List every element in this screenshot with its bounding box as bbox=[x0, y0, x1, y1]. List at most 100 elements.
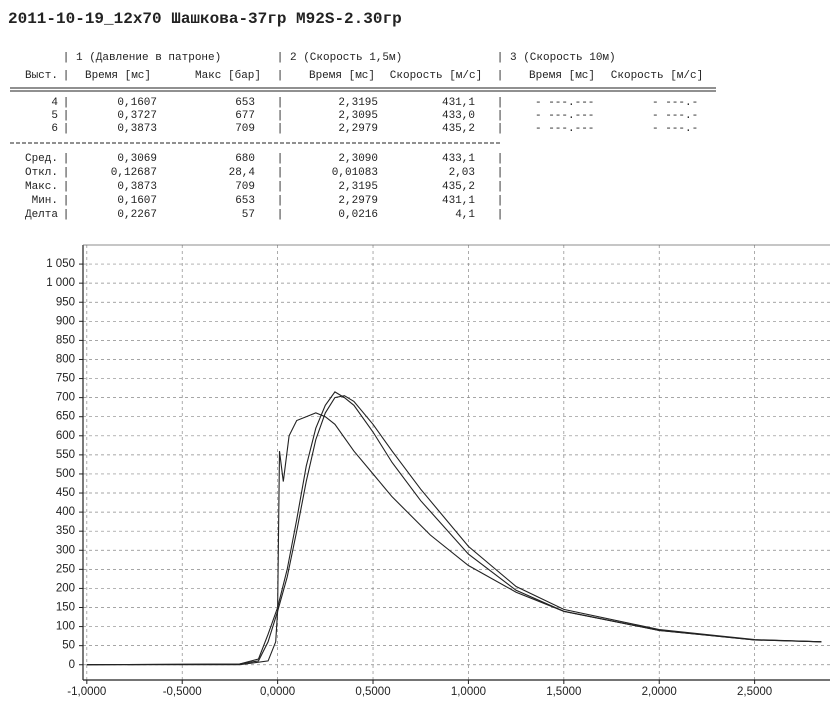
cell: 431,1 bbox=[442, 195, 475, 207]
curve bbox=[86, 391, 822, 666]
y-tick-label: 300 bbox=[56, 544, 75, 556]
cell: - ---.- bbox=[652, 110, 698, 122]
cell: 0,3873 bbox=[117, 123, 157, 135]
cell: 2,3195 bbox=[338, 97, 378, 109]
group-header: 2 (Скорость 1,5м) bbox=[290, 52, 402, 64]
cell: - ---.- bbox=[652, 97, 698, 109]
cell: 2,2979 bbox=[338, 195, 378, 207]
separator: | bbox=[277, 153, 284, 165]
separator: | bbox=[497, 181, 504, 193]
cell: 435,2 bbox=[442, 123, 475, 135]
separator: | bbox=[277, 209, 284, 221]
separator: | bbox=[277, 52, 284, 64]
cell: 0,3069 bbox=[117, 153, 157, 165]
separator: | bbox=[63, 123, 70, 135]
separator: | bbox=[497, 209, 504, 221]
separator: | bbox=[63, 52, 70, 64]
cell: - ---.- bbox=[652, 123, 698, 135]
cell: - ---.--- bbox=[535, 110, 594, 122]
cell: - ---.--- bbox=[535, 97, 594, 109]
column-header: Время [мс] bbox=[529, 70, 595, 82]
separator: | bbox=[277, 167, 284, 179]
cell: 0,0216 bbox=[338, 209, 378, 221]
group-header: 1 (Давление в патроне) bbox=[76, 52, 221, 64]
y-tick-label: 850 bbox=[56, 334, 75, 346]
separator: | bbox=[497, 52, 504, 64]
separator: | bbox=[63, 70, 70, 82]
curve bbox=[86, 395, 822, 666]
y-tick-label: 0 bbox=[69, 659, 75, 671]
cell: 435,2 bbox=[442, 181, 475, 193]
cell: 433,1 bbox=[442, 153, 475, 165]
x-tick-label: 0,5000 bbox=[355, 686, 390, 698]
y-tick-label: 800 bbox=[56, 354, 75, 366]
column-header: Макс [бар] bbox=[195, 69, 261, 82]
separator: | bbox=[497, 195, 504, 207]
y-tick-label: 900 bbox=[56, 315, 75, 327]
separator: | bbox=[277, 110, 284, 122]
separator: | bbox=[63, 153, 70, 165]
x-tick-label: 2,5000 bbox=[737, 686, 772, 698]
cell: 2,03 bbox=[449, 167, 475, 179]
cell: 28,4 bbox=[229, 167, 256, 179]
x-tick-label: 2,0000 bbox=[642, 686, 677, 698]
group-header: 3 (Скорость 10м) bbox=[510, 52, 616, 64]
cell: 709 bbox=[235, 181, 255, 193]
separator: | bbox=[277, 181, 284, 193]
separator: | bbox=[63, 181, 70, 193]
y-tick-label: 950 bbox=[56, 296, 75, 308]
y-tick-label: 250 bbox=[56, 563, 75, 575]
y-tick-label: 1 050 bbox=[46, 258, 75, 270]
separator: | bbox=[63, 167, 70, 179]
column-header: Скорость [м/с] bbox=[611, 70, 703, 82]
separator: | bbox=[497, 97, 504, 109]
x-tick-label: -1,0000 bbox=[67, 686, 106, 698]
y-tick-label: 150 bbox=[56, 602, 75, 614]
cell: 433,0 bbox=[442, 110, 475, 122]
separator: | bbox=[277, 195, 284, 207]
cell: 0,12687 bbox=[111, 167, 157, 179]
row-label: 6 bbox=[51, 123, 58, 135]
y-tick-label: 350 bbox=[56, 525, 75, 537]
cell: 677 bbox=[235, 110, 255, 122]
row-label: Макс. bbox=[25, 181, 58, 193]
row-label: Откл. bbox=[25, 167, 58, 179]
cell: 653 bbox=[235, 97, 255, 109]
cell: 2,2979 bbox=[338, 123, 378, 135]
x-tick-label: 1,5000 bbox=[546, 686, 581, 698]
row-label: Делта bbox=[25, 209, 58, 221]
y-tick-label: 550 bbox=[56, 449, 75, 461]
cell: 57 bbox=[242, 209, 255, 221]
cell: 4,1 bbox=[455, 209, 475, 221]
cell: 2,3195 bbox=[338, 181, 378, 193]
y-tick-label: 650 bbox=[56, 411, 75, 423]
cell: 0,3873 bbox=[117, 181, 157, 193]
separator: | bbox=[497, 167, 504, 179]
y-tick-label: 200 bbox=[56, 582, 75, 594]
cell: 0,01083 bbox=[332, 167, 378, 179]
separator: | bbox=[497, 123, 504, 135]
y-tick-label: 700 bbox=[56, 392, 75, 404]
cell: 680 bbox=[235, 153, 255, 165]
row-label: Сред. bbox=[25, 153, 58, 165]
y-tick-label: 600 bbox=[56, 430, 75, 442]
cell: 0,1607 bbox=[117, 97, 157, 109]
separator: | bbox=[497, 70, 504, 82]
x-tick-label: 0,0000 bbox=[260, 686, 295, 698]
cell: 0,2267 bbox=[117, 209, 157, 221]
column-header: Время [мс] bbox=[85, 70, 151, 82]
row-label: 5 bbox=[51, 110, 58, 122]
separator: | bbox=[277, 97, 284, 109]
column-header: Скорость [м/с] bbox=[390, 70, 482, 82]
cell: - ---.--- bbox=[535, 123, 594, 135]
row-label: Мин. bbox=[32, 195, 58, 207]
y-tick-label: 400 bbox=[56, 506, 75, 518]
y-tick-label: 50 bbox=[62, 640, 75, 652]
cell: 0,1607 bbox=[117, 195, 157, 207]
separator: | bbox=[277, 70, 284, 82]
column-header: Выст. bbox=[25, 70, 58, 82]
separator: | bbox=[277, 123, 284, 135]
separator: | bbox=[63, 209, 70, 221]
